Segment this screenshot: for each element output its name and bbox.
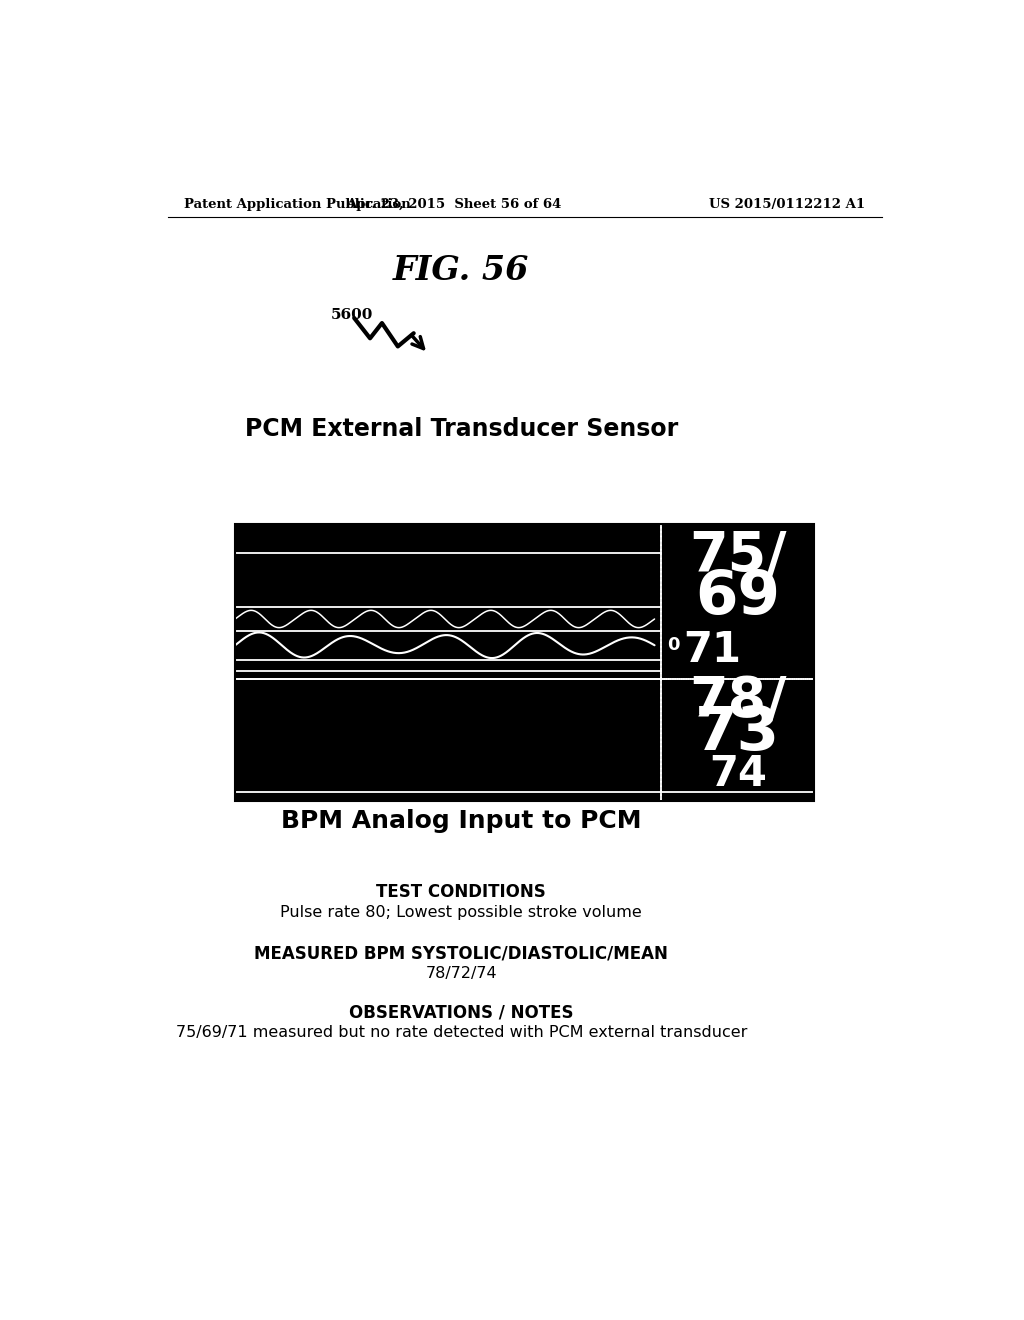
Text: Apr. 23, 2015  Sheet 56 of 64: Apr. 23, 2015 Sheet 56 of 64 xyxy=(346,198,561,211)
Text: 78/: 78/ xyxy=(689,675,786,729)
Text: Pulse rate 80; Lowest possible stroke volume: Pulse rate 80; Lowest possible stroke vo… xyxy=(281,906,642,920)
Text: 78/72/74: 78/72/74 xyxy=(426,966,497,981)
Text: 74: 74 xyxy=(709,752,767,795)
Text: BPM Analog Input to PCM: BPM Analog Input to PCM xyxy=(281,809,642,833)
Text: 5600: 5600 xyxy=(331,308,373,322)
Text: FIG. 56: FIG. 56 xyxy=(393,253,529,286)
Text: 0: 0 xyxy=(668,636,680,655)
Text: 73: 73 xyxy=(695,705,780,763)
Text: 75/: 75/ xyxy=(689,528,786,582)
Text: Patent Application Publication: Patent Application Publication xyxy=(183,198,411,211)
Text: OBSERVATIONS / NOTES: OBSERVATIONS / NOTES xyxy=(349,1003,573,1022)
Text: 71: 71 xyxy=(684,628,741,671)
Bar xyxy=(660,678,814,801)
Text: 75/69/71 measured but no rate detected with PCM external transducer: 75/69/71 measured but no rate detected w… xyxy=(176,1026,746,1040)
Text: US 2015/0112212 A1: US 2015/0112212 A1 xyxy=(709,198,864,211)
Bar xyxy=(660,524,814,678)
Text: 69: 69 xyxy=(695,568,780,627)
Text: MEASURED BPM SYSTOLIC/DIASTOLIC/MEAN: MEASURED BPM SYSTOLIC/DIASTOLIC/MEAN xyxy=(254,944,669,962)
Bar xyxy=(236,524,814,801)
Text: TEST CONDITIONS: TEST CONDITIONS xyxy=(377,883,546,902)
Bar xyxy=(236,524,814,801)
Text: PCM External Transducer Sensor: PCM External Transducer Sensor xyxy=(245,417,678,441)
